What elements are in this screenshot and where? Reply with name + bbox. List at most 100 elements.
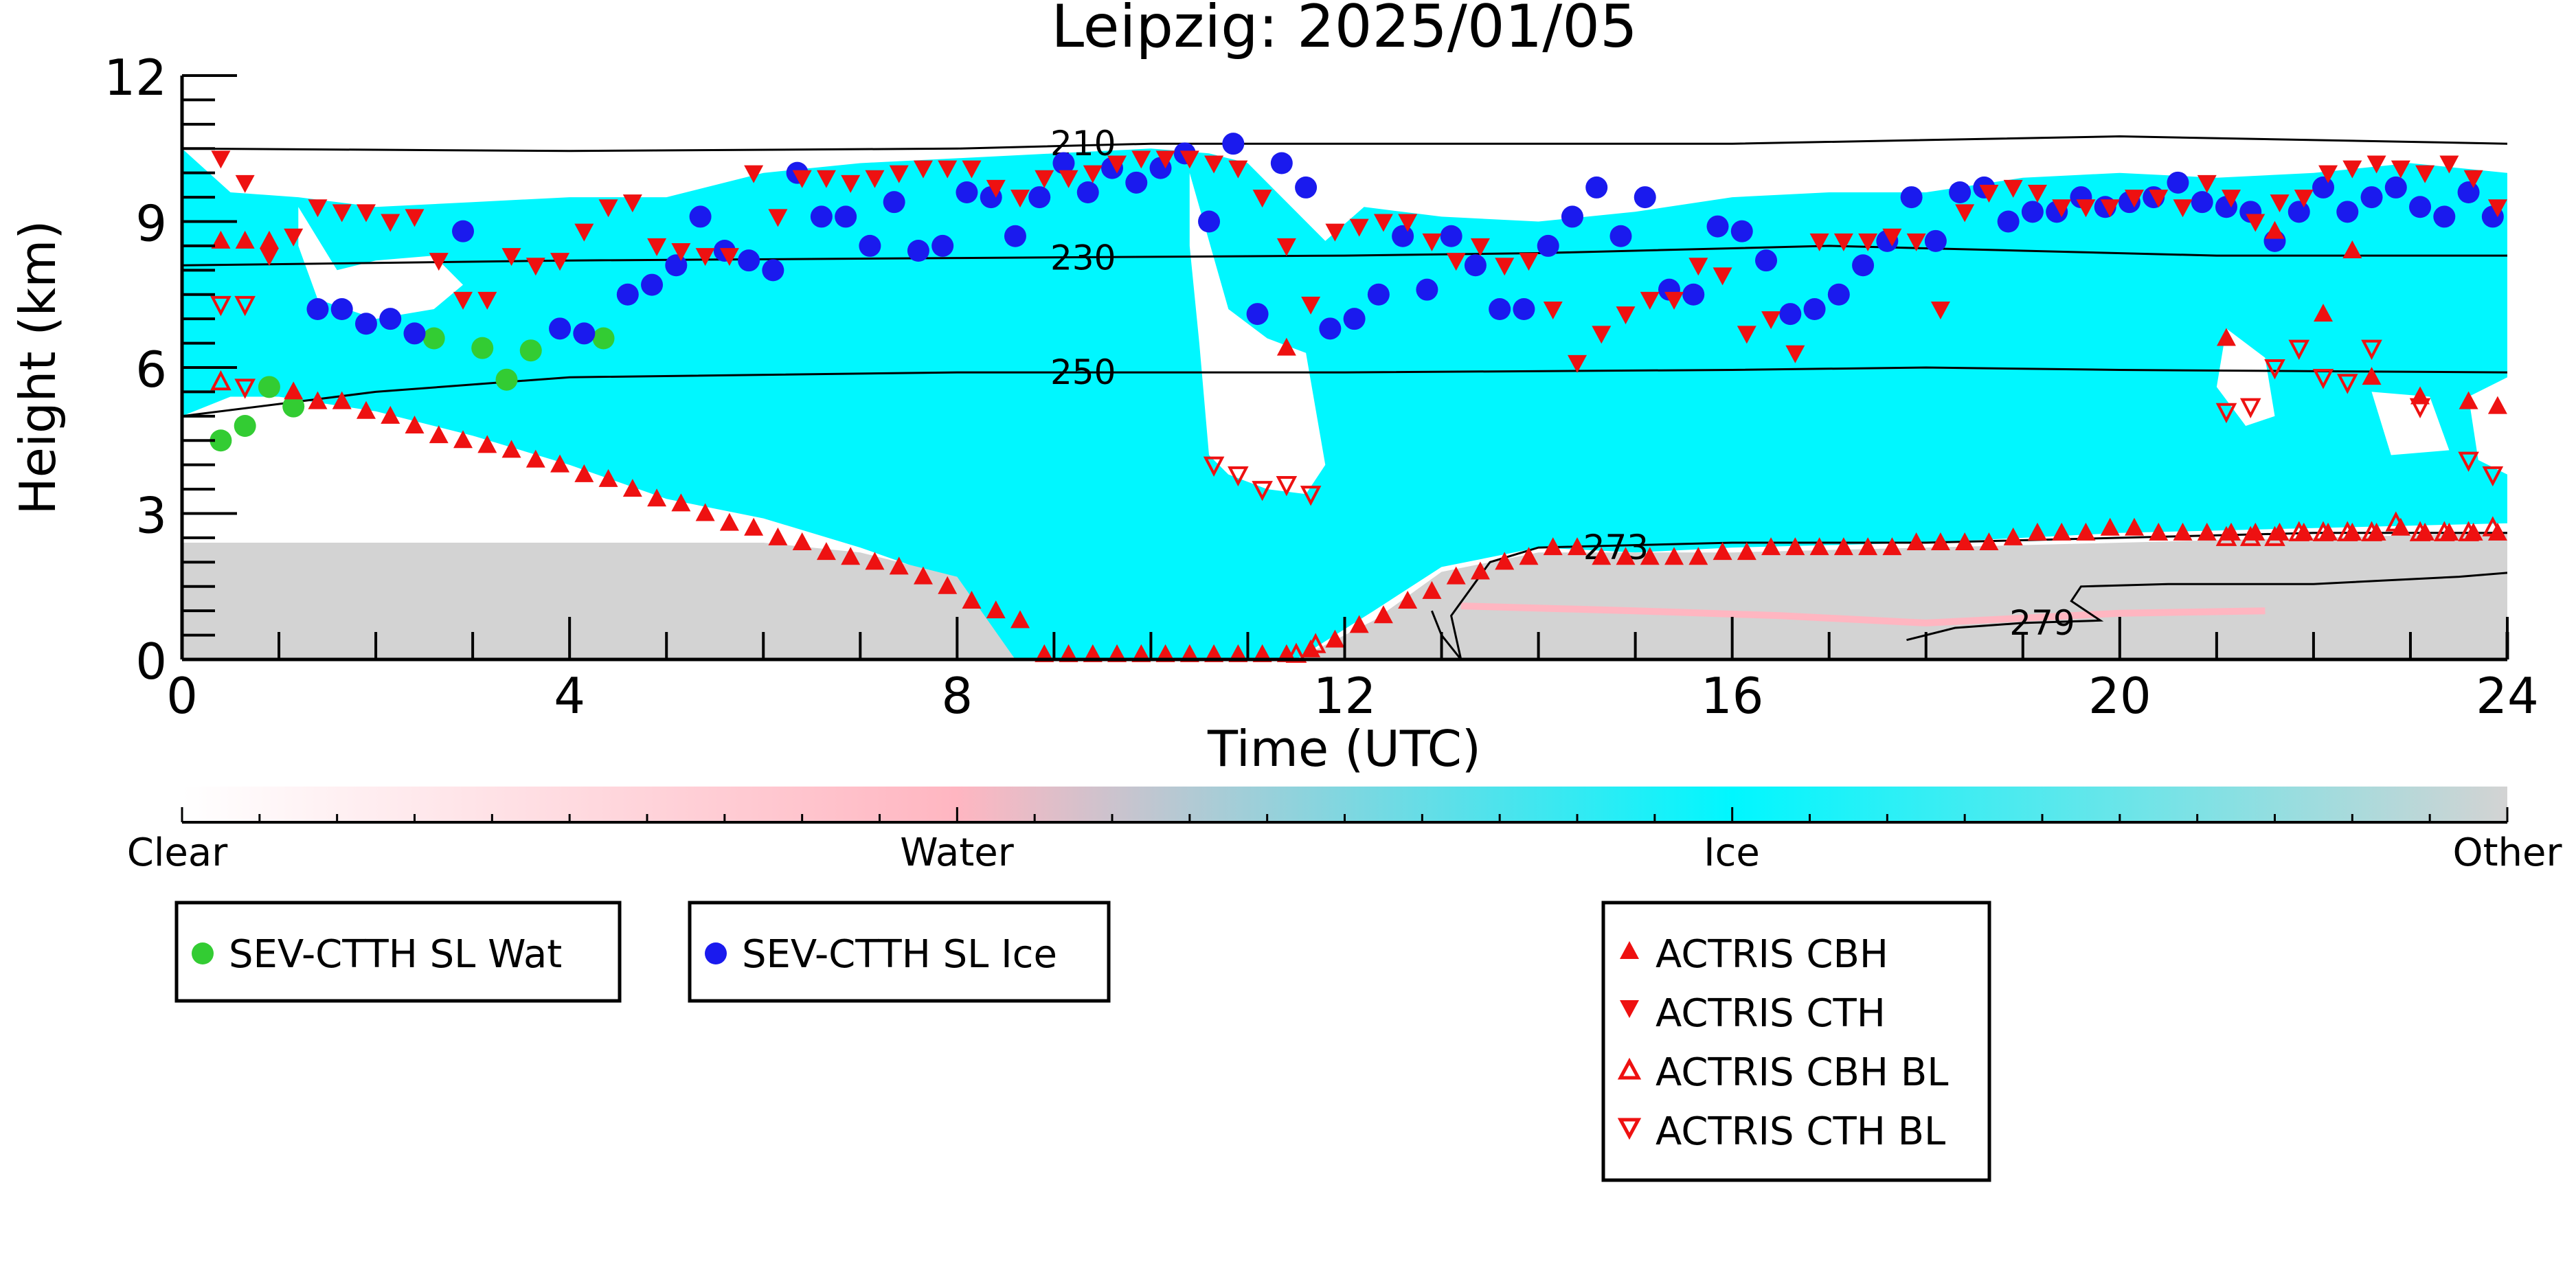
plot-background (182, 148, 2507, 659)
x-tick-label-16: 16 (1701, 667, 1764, 725)
chart-title: Leipzig: 2025/01/05 (1051, 0, 1637, 61)
marker-sev-ctth-sl-ice-40 (1392, 225, 1414, 247)
marker-actris-cbh-60 (1664, 547, 1684, 565)
marker-actris-cbh-28 (889, 556, 909, 575)
marker-sev-ctth-sl-ice-37 (1319, 317, 1342, 340)
marker-actris-cth-23 (768, 209, 788, 227)
marker-actris-cbh-61 (1688, 547, 1708, 565)
marker-actris-cth-21 (719, 248, 739, 267)
marker-actris-cth-19 (671, 243, 691, 261)
marker-actris-cbh-29 (913, 566, 933, 585)
marker-actris-cbh-62 (1713, 542, 1732, 561)
marker-actris-cth-87 (2318, 165, 2338, 183)
marker-actris-cbh-76 (2052, 522, 2072, 541)
marker-actris-cbh-31 (962, 591, 982, 609)
marker-actris-cbh-80 (2149, 522, 2169, 541)
marker-sev-ctth-sl-ice-24 (1004, 225, 1026, 247)
legend-label-actris-cbh: ACTRIS CBH (1656, 932, 1888, 977)
marker-sev-ctth-sl-ice-56 (1779, 303, 1802, 326)
marker-sev-ctth-sl-ice-10 (665, 254, 688, 277)
marker-sev-ctth-sl-ice-19 (883, 191, 905, 214)
marker-actris-cbh-6 (356, 400, 376, 419)
marker-actris-cbh-59 (1640, 547, 1660, 565)
marker-actris-cbh-bl-12 (2482, 516, 2504, 536)
marker-sev-ctth-sl-ice-63 (1949, 181, 1971, 203)
ice-region (182, 148, 2507, 659)
marker-actris-cth-36 (1083, 165, 1103, 183)
y-tick-label-0: 0 (135, 633, 167, 690)
marker-actris-cth-60 (1664, 291, 1684, 310)
marker-actris-cbh-17 (622, 479, 642, 497)
y-tick-label-3: 3 (135, 487, 167, 545)
marker-actris-cth-39 (1155, 150, 1175, 169)
marker-actris-cbh-66 (1809, 537, 1829, 556)
marker-actris-cth-33 (1010, 190, 1030, 208)
marker-sev-ctth-sl-ice-3 (379, 308, 402, 330)
marker-sev-ctth-sl-wat-1 (234, 415, 256, 437)
isotherm-label-279: 279 (2009, 603, 2075, 643)
marker-actris-cth-2 (259, 248, 279, 267)
water-trace (1460, 602, 2266, 626)
marker-actris-cth-68 (1858, 233, 1878, 251)
marker-actris-cth-83 (2222, 190, 2241, 208)
marker-actris-cth-bl-15 (2409, 398, 2431, 418)
marker-actris-cbh-16 (598, 468, 618, 487)
marker-actris-cth-42 (1228, 160, 1248, 179)
marker-actris-cbh-52 (1470, 561, 1490, 580)
marker-actris-cth-5 (332, 204, 352, 223)
marker-actris-cth-53 (1495, 258, 1515, 276)
marker-actris-cbh-40 (1179, 644, 1199, 662)
isotherm-label-250: 250 (1050, 352, 1116, 392)
marker-sev-ctth-sl-ice-65 (1997, 210, 2020, 233)
marker-sev-ctth-sl-ice-50 (1634, 186, 1656, 209)
legend-label-sev-wat: SEV-CTTH SL Wat (229, 932, 562, 977)
marker-actris-cbh-41 (1204, 644, 1224, 662)
marker-sev-ctth-sl-ice-33 (1222, 133, 1245, 155)
marker-sev-ctth-sl-ice-34 (1246, 303, 1269, 326)
marker-actris-cbh-10 (453, 430, 473, 449)
clear-gap-2 (2216, 328, 2275, 426)
marker-sev-ctth-sl-ice-6 (549, 317, 572, 340)
legend-sev-ice: SEV-CTTH SL Ice (688, 901, 1111, 1003)
marker-actris-cbh-43 (1252, 644, 1272, 662)
marker-actris-cbh-42 (1228, 644, 1248, 662)
marker-actris-cth-72 (1955, 204, 1975, 223)
marker-sev-ctth-sl-ice-38 (1343, 308, 1366, 330)
marker-sev-ctth-sl-ice-7 (573, 322, 596, 345)
marker-sev-ctth-sl-ice-48 (1585, 176, 1608, 199)
marker-actris-cth-15 (574, 223, 594, 242)
marker-actris-cbh-13 (526, 449, 545, 468)
legend-marker-sev-ice (705, 942, 727, 964)
marker-sev-ctth-sl-ice-14 (762, 259, 784, 282)
marker-sev-ctth-sl-ice-54 (1730, 220, 1753, 242)
legend-label-actris-cth-bl: ACTRIS CTH BL (1656, 1109, 1945, 1154)
marker-actris-cbh-97 (2265, 221, 2285, 239)
marker-actris-cth-bl-8 (2215, 403, 2237, 424)
marker-sev-ctth-sl-ice-26 (1052, 152, 1075, 174)
marker-sev-ctth-sl-wat-3 (282, 395, 305, 418)
marker-actris-cth-70 (1906, 233, 1926, 251)
legend-actris: ACTRIS CBH ACTRIS CTH ACTRIS CBH BL ACTR… (1601, 901, 1991, 1182)
marker-sev-ctth-sl-wat-7 (519, 339, 542, 362)
marker-sev-ctth-sl-ice-80 (2360, 186, 2383, 209)
marker-actris-cbh-9 (429, 425, 449, 444)
marker-sev-ctth-sl-wat-0 (210, 429, 232, 452)
marker-actris-cth-17 (622, 194, 642, 213)
colorbar-ticks (181, 807, 2509, 824)
marker-actris-cbh-84 (2246, 522, 2266, 541)
marker-actris-cbh-18 (647, 488, 667, 507)
legend-marker-actris-cth (1620, 1000, 1639, 1018)
marker-actris-cth-40 (1179, 150, 1199, 169)
marker-actris-cth-bl-7 (1300, 486, 1322, 506)
marker-actris-cbh-70 (1906, 532, 1926, 550)
marker-sev-ctth-sl-ice-29 (1125, 171, 1148, 194)
marker-actris-cth-80 (2149, 190, 2169, 208)
marker-actris-cth-35 (1059, 170, 1078, 188)
marker-actris-cbh-102 (2459, 391, 2478, 409)
marker-sev-ctth-sl-ice-22 (956, 181, 978, 203)
marker-actris-cbh-79 (2124, 517, 2144, 536)
marker-actris-cth-84 (2246, 214, 2266, 232)
marker-actris-cbh-69 (1882, 537, 1902, 556)
marker-actris-cth-28 (889, 165, 909, 183)
chart-axes: 0 3 6 9 12 0 4 8 12 16 20 24 (104, 49, 2538, 725)
